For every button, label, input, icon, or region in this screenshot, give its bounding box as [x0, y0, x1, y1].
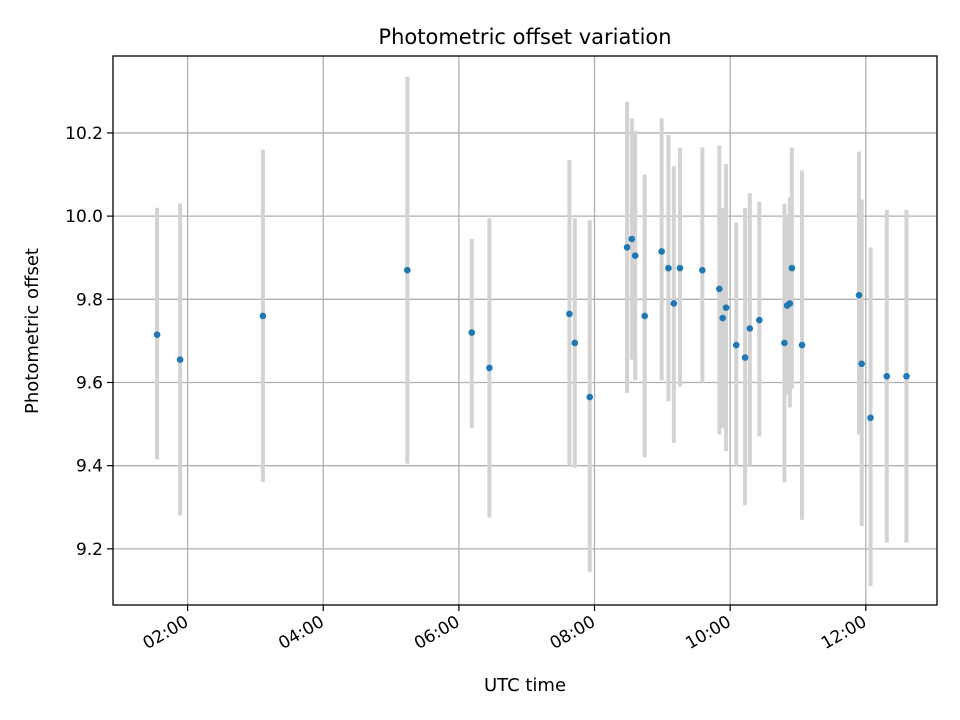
data-point [716, 285, 723, 293]
data-point [858, 360, 866, 368]
y-tick-label: 9.2 [76, 540, 103, 560]
data-point [571, 339, 579, 347]
data-point [566, 310, 573, 318]
data-point [586, 393, 594, 401]
grid-lines [113, 56, 937, 605]
y-tick-label: 9.6 [76, 373, 103, 393]
data-point [404, 266, 411, 274]
data-point [259, 312, 267, 320]
data-point [153, 331, 161, 338]
data-point [468, 329, 476, 336]
data-point [798, 341, 806, 349]
data-point [486, 364, 493, 372]
y-tick-label: 9.8 [76, 290, 103, 310]
data-point [756, 316, 763, 324]
data-point [732, 341, 740, 349]
data-point [623, 244, 631, 251]
data-point [883, 372, 891, 380]
data-point [903, 372, 910, 380]
y-tick-label: 10.2 [65, 124, 103, 144]
data-point [781, 339, 788, 347]
data-point [719, 314, 726, 322]
data-point [699, 266, 706, 274]
plot-area-frame [112, 55, 938, 606]
data-point [641, 312, 649, 320]
data-point [722, 304, 730, 311]
y-tick-label: 10.0 [65, 207, 103, 227]
data-point [670, 300, 678, 307]
data-points [153, 235, 910, 422]
data-point [741, 354, 749, 361]
x-axis-label: UTC time [484, 675, 566, 696]
chart-title: Photometric offset variation [378, 25, 671, 49]
y-axis-label: Photometric offset [22, 248, 43, 414]
data-point [676, 264, 684, 272]
y-tick-label: 9.4 [76, 457, 103, 477]
data-point [867, 414, 874, 422]
data-point [176, 356, 184, 363]
data-point [855, 291, 863, 299]
data-point [631, 252, 639, 259]
data-point [658, 248, 665, 255]
data-point [788, 264, 796, 272]
data-point [665, 264, 672, 272]
y-axis-ticks: 9.2 9.4 9.6 9.8 10.0 10.2 [65, 124, 113, 560]
data-point [746, 325, 754, 332]
data-point [786, 300, 794, 307]
data-point [628, 235, 636, 243]
